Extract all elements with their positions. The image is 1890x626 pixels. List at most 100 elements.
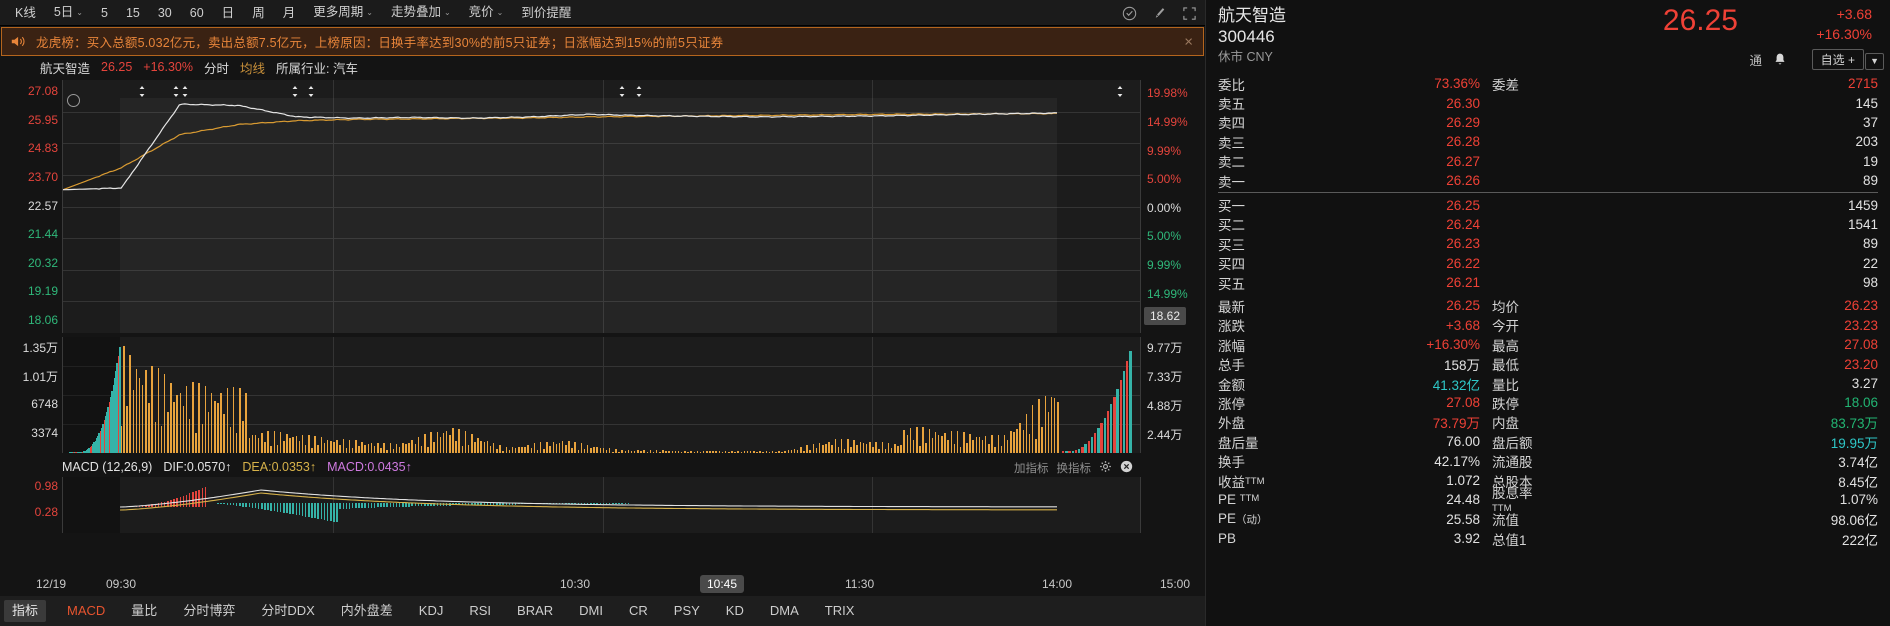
change-indicator-button[interactable]: 换指标 — [1056, 463, 1092, 475]
toolbar-item-1[interactable]: 5日 ⌄ — [53, 5, 83, 19]
volume-bar — [637, 450, 639, 453]
bid-row-1: 买二 26.24 1541 — [1218, 215, 1878, 234]
volume-bar — [145, 369, 147, 453]
ask-row-3: 卖二 26.27 19 — [1218, 152, 1878, 171]
volume-bar — [574, 441, 576, 453]
chart-stack: 27.08 25.95 24.83 23.70 22.57 21.44 20.32 19.19… — [0, 78, 1205, 574]
chevron-down-icon: ⌄ — [443, 8, 451, 17]
tab-量比[interactable]: 量比 — [131, 603, 158, 618]
chart-marker-1[interactable] — [172, 84, 180, 97]
brush-icon[interactable] — [1151, 5, 1167, 21]
quote-price: 26.25 — [1662, 4, 1738, 37]
tab-macd[interactable]: MACD — [67, 603, 106, 618]
chart-mode-intraday[interactable]: 分时 — [204, 61, 230, 76]
macd-histogram-bar — [602, 503, 605, 504]
toolbar-item-8[interactable]: 月 — [282, 5, 296, 20]
volume-bar — [577, 450, 580, 453]
chart-marker-0[interactable] — [138, 84, 146, 97]
macd-chart[interactable] — [62, 477, 1141, 533]
volume-bar — [471, 434, 473, 453]
close-circle-icon[interactable] — [1120, 460, 1133, 476]
orderbook-ratio: 委比 73.36% 委差 2715 — [1206, 74, 1890, 93]
chart-marker-2[interactable] — [181, 84, 189, 97]
row-value-2: 23.23 — [1844, 317, 1878, 333]
tab-内外盘差[interactable]: 内外盘差 — [340, 603, 393, 618]
check-circle-icon[interactable] — [1121, 5, 1137, 21]
toolbar-item-2[interactable]: 5 — [101, 5, 108, 20]
volume-bar — [339, 445, 341, 453]
volume-chart[interactable] — [62, 337, 1141, 453]
row-label: 买五 — [1218, 276, 1245, 292]
volume-bar — [248, 437, 251, 453]
volume-bar — [279, 432, 282, 453]
toolbar-item-4[interactable]: 30 — [157, 5, 172, 20]
afterhours-volume-bar — [1116, 388, 1119, 453]
indicator-menu-button[interactable]: 指标 — [4, 600, 47, 622]
toolbar-item-12[interactable]: 到价提醒 — [521, 5, 572, 20]
row-value: 3.92 — [1453, 531, 1480, 547]
tab-分时ddx[interactable]: 分时DDX — [261, 603, 315, 618]
chart-marker-6[interactable] — [635, 84, 643, 97]
chart-point-marker[interactable] — [67, 94, 80, 107]
chart-mode-ma[interactable]: 均线 — [240, 61, 266, 76]
macd-histogram-bar — [627, 503, 630, 504]
macd-histogram-bar — [499, 503, 501, 505]
volume-bar — [373, 446, 376, 453]
toolbar-item-7[interactable]: 周 — [252, 5, 265, 20]
volume-bar — [1047, 412, 1050, 453]
volume-bar — [524, 447, 526, 453]
gear-icon[interactable] — [1099, 460, 1112, 476]
volume-bar — [389, 443, 392, 453]
tab-psy[interactable]: PSY — [673, 603, 700, 618]
price-chart[interactable] — [62, 80, 1141, 333]
volume-bar — [646, 451, 649, 453]
toolbar-item-5[interactable]: 60 — [189, 5, 204, 20]
tab-kdj[interactable]: KDJ — [418, 603, 444, 618]
macd-axis-left: 0.98 0.28 — [0, 477, 62, 533]
afterhours-volume-bar — [1081, 446, 1084, 453]
chart-marker-5[interactable] — [618, 84, 626, 97]
row-value-2: 26.23 — [1844, 298, 1878, 314]
add-watchlist-button[interactable]: 自选 + — [1811, 49, 1864, 70]
macd-histogram-bar — [223, 503, 225, 505]
tab-dmi[interactable]: DMI — [579, 603, 603, 618]
market-status: 休市 CNY — [1218, 50, 1273, 64]
toolbar-item-0[interactable]: K线 — [15, 5, 36, 20]
macd-premarket-band — [63, 477, 120, 533]
gridline-h — [63, 238, 1140, 239]
volume-bar — [571, 447, 573, 453]
volume-bar — [430, 432, 432, 453]
tab-brar[interactable]: BRAR — [517, 603, 554, 618]
bell-icon[interactable] — [1772, 52, 1790, 70]
gridline-v — [603, 337, 604, 453]
volume-tick-left-3: 3374 — [31, 426, 58, 440]
close-banner-button[interactable]: × — [1184, 33, 1193, 50]
tab-rsi[interactable]: RSI — [469, 603, 492, 618]
volume-bar — [815, 447, 818, 453]
volume-bar — [850, 446, 852, 453]
watchlist-caret-button[interactable]: ▼ — [1865, 53, 1884, 70]
fullscreen-icon[interactable] — [1181, 5, 1197, 21]
add-indicator-button[interactable]: 加指标 — [1014, 463, 1049, 475]
ask-row-1: 卖四 26.29 37 — [1218, 113, 1878, 132]
tab-trix[interactable]: TRIX — [824, 603, 855, 618]
volume-bar — [518, 446, 520, 453]
volume-bar — [671, 451, 674, 453]
chart-marker-4[interactable] — [307, 84, 315, 97]
tab-kd[interactable]: KD — [725, 603, 744, 618]
toolbar-item-10[interactable]: 走势叠加 ⌄ — [390, 5, 451, 19]
macd-lines-svg — [119, 489, 1057, 511]
ask-row-0: 卖五 26.30 145 — [1218, 93, 1878, 113]
toolbar-item-11[interactable]: 竞价 ⌄ — [468, 5, 504, 19]
volume-bar — [261, 432, 263, 453]
volume-bar — [536, 449, 539, 453]
toolbar-item-3[interactable]: 15 — [125, 5, 140, 20]
tab-分时博弈[interactable]: 分时博弈 — [183, 603, 236, 618]
chart-marker-7[interactable] — [1116, 84, 1124, 97]
toolbar-item-9[interactable]: 更多周期 ⌄ — [313, 5, 373, 19]
chart-marker-3[interactable] — [291, 84, 299, 97]
tab-cr[interactable]: CR — [629, 603, 648, 618]
volume-bar — [355, 440, 357, 453]
tab-dma[interactable]: DMA — [769, 603, 799, 618]
toolbar-item-6[interactable]: 日 — [221, 5, 235, 20]
